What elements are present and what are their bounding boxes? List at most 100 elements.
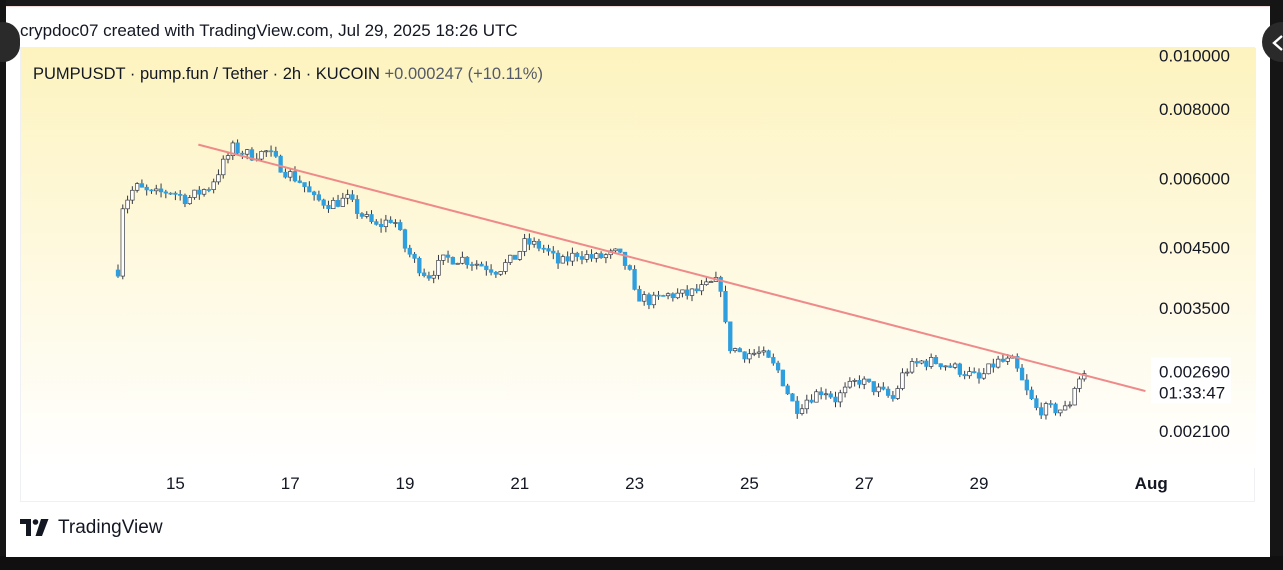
candle-down [283, 171, 288, 178]
candle-down [924, 360, 929, 367]
candle-down [450, 256, 455, 265]
candle-down [316, 194, 322, 201]
candle-down [790, 393, 795, 402]
trendline-group[interactable] [198, 143, 1146, 393]
candle-up [919, 360, 924, 364]
time-tick-label: 27 [855, 474, 874, 493]
candle-up [216, 174, 221, 183]
price-tick-label: 0.006000 [1159, 169, 1230, 188]
candle-down [527, 238, 532, 245]
candle-down [962, 374, 967, 377]
candle-down [555, 252, 561, 264]
candle-down [598, 253, 604, 259]
candle-down [512, 254, 518, 260]
candle-down [369, 214, 374, 222]
candle-up [570, 252, 575, 262]
candle-down [355, 199, 360, 214]
candle-down [273, 150, 279, 157]
candle-down [551, 250, 556, 254]
candle-down [656, 294, 661, 297]
candle-down [173, 192, 178, 195]
candle-down [890, 395, 896, 399]
candle-down [632, 269, 637, 290]
candle-up [1072, 388, 1077, 406]
price-axis[interactable]: 0.010000 0.008000 0.006000 0.004500 0.003500… [1151, 48, 1231, 441]
candle-up [383, 219, 389, 228]
candle-up [225, 155, 231, 160]
time-tick-label: 17 [281, 474, 300, 493]
candle-down [182, 194, 188, 205]
candle-down [163, 191, 168, 194]
candle-up [436, 259, 441, 276]
candle-up [838, 392, 843, 403]
candle-down [833, 396, 838, 403]
candle-up [756, 351, 762, 354]
candle-up [852, 379, 857, 382]
candle-up [847, 380, 852, 388]
candle-up [905, 371, 910, 374]
candle-up [680, 289, 685, 294]
candle-down [938, 363, 943, 368]
candle-down [718, 277, 723, 292]
candle-up [441, 254, 446, 261]
candle-down [991, 363, 996, 368]
candle-up [498, 271, 503, 275]
candle-up [560, 256, 565, 264]
candle-up [503, 262, 508, 272]
candle-up [187, 197, 192, 205]
candle-down [646, 294, 652, 306]
candle-down [388, 219, 393, 224]
candle-down [737, 348, 742, 353]
last-price-label: 0.002690 [1159, 362, 1230, 381]
candle-down [809, 399, 814, 403]
candle-down [149, 189, 154, 192]
time-axis[interactable]: 15 17 19 21 23 25 27 29 Aug [166, 474, 1168, 493]
candle-down [378, 224, 384, 228]
candle-down [828, 393, 833, 398]
candle-up [393, 222, 398, 224]
candle-up [675, 292, 680, 299]
candle-up [154, 188, 159, 192]
candle-down [488, 269, 494, 273]
candle-down [359, 213, 365, 217]
candle-down [445, 254, 451, 258]
candle-down [694, 288, 699, 292]
candles-group [115, 139, 1087, 420]
candle-up [761, 350, 766, 353]
legend-change: +0.000247 [385, 65, 463, 83]
tradingview-footer[interactable]: TradingView [20, 517, 163, 539]
chart-plot-frame: PUMPUSDT · pump.fun / Tether · 2h · KUCO… [20, 47, 1256, 503]
candle-up [1043, 403, 1049, 416]
candle-down [742, 351, 747, 360]
last-price-box [1151, 357, 1231, 404]
candle-up [455, 262, 460, 265]
candle-down [249, 149, 255, 161]
legend-change-pct: (+10.11%) [468, 65, 543, 83]
candle-up [876, 386, 881, 393]
candle-down [1053, 403, 1058, 414]
next-arrow-button[interactable] [1262, 22, 1283, 62]
candle-up [823, 393, 829, 396]
previous-arrow-button[interactable] [0, 22, 20, 62]
candle-down [1034, 398, 1039, 408]
price-tick-label: 0.004500 [1159, 239, 1230, 258]
time-tick-label: Aug [1135, 474, 1168, 493]
candle-down [484, 265, 489, 271]
candle-down [1000, 358, 1006, 362]
price-chart[interactable]: PUMPUSDT · pump.fun / Tether · 2h · KUCO… [21, 48, 1256, 503]
candle-up [201, 189, 207, 195]
candle-up [981, 373, 986, 379]
candle-down [976, 372, 982, 379]
candle-down [565, 256, 570, 262]
candle-down [321, 199, 326, 206]
candle-up [895, 388, 900, 399]
candle-down [914, 361, 919, 364]
candle-down [311, 191, 317, 196]
candle-up [799, 408, 805, 414]
candle-up [594, 253, 599, 259]
candle-down [541, 247, 546, 250]
candle-down [178, 194, 183, 196]
time-tick-label: 29 [970, 474, 989, 493]
candle-down [546, 248, 551, 252]
candle-down [670, 293, 676, 299]
